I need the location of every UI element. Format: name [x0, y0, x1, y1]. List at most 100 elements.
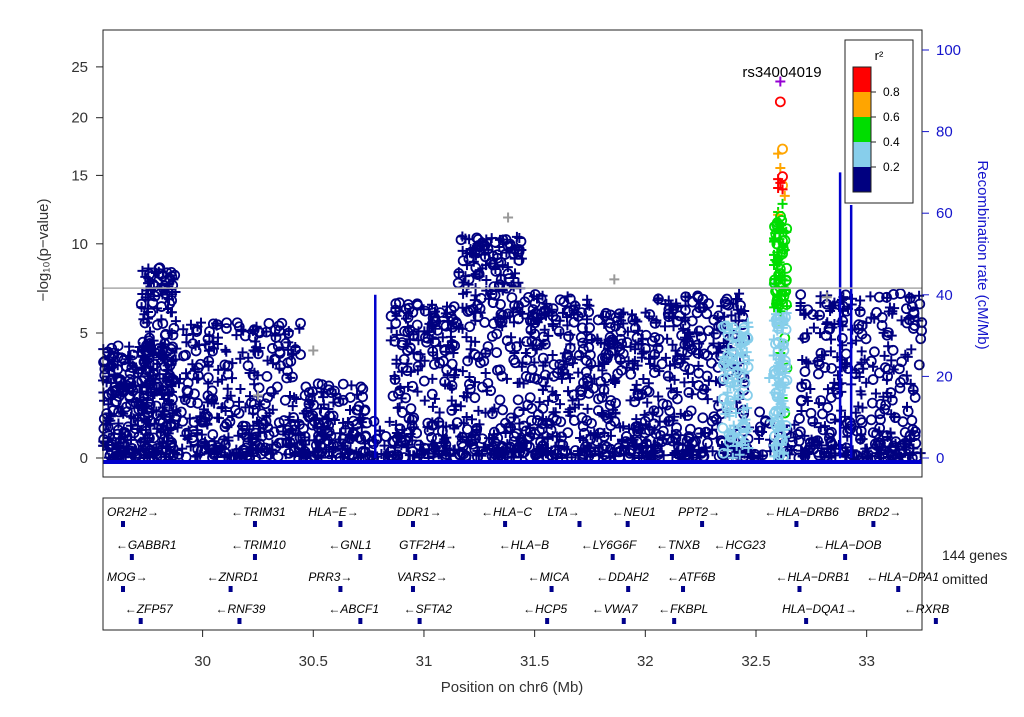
- snp-point: [137, 265, 148, 276]
- snp-point: [161, 267, 173, 279]
- snp-point: [355, 381, 367, 393]
- snp-point: [600, 307, 612, 319]
- snp-point: [668, 321, 679, 332]
- snp-point: [305, 399, 316, 410]
- snp-point-no-ld: [252, 390, 263, 401]
- main-plot-frame: [102, 29, 923, 478]
- snp-point: [387, 435, 399, 447]
- snp-point: [470, 433, 482, 444]
- snp-point: [534, 397, 545, 408]
- snp-point: [281, 372, 293, 384]
- snp-point: [284, 439, 295, 450]
- snp-point: [562, 427, 574, 439]
- snp-point: [313, 430, 324, 442]
- snp-point: [468, 256, 479, 267]
- snp-point: [517, 308, 528, 319]
- snp-point: [514, 233, 525, 244]
- snp-point: [542, 433, 553, 444]
- snp-point: [152, 358, 163, 369]
- snp-point: [464, 371, 475, 382]
- snp-point: [139, 309, 150, 320]
- x-tick-label: 30.5: [299, 653, 328, 670]
- gene-label: ←HLA−B: [499, 538, 549, 552]
- snp-point: [653, 391, 664, 402]
- snp-point: [439, 434, 450, 445]
- snp-point: [420, 332, 431, 343]
- snp-point: [713, 310, 725, 322]
- snp-point: [600, 348, 612, 360]
- snp-point: [293, 441, 305, 453]
- snp-point: [563, 369, 574, 380]
- snp-point-ld: [777, 390, 788, 401]
- snp-point: [262, 392, 274, 403]
- snp-point: [170, 354, 181, 365]
- snp-point-no-ld: [821, 292, 832, 303]
- x-tick-label: 31.5: [520, 653, 549, 670]
- snp-point: [888, 288, 899, 300]
- gene-label: GTF2H4→: [399, 538, 457, 552]
- snp-point-ld: [775, 177, 786, 188]
- snp-point-ld: [727, 322, 739, 334]
- snp-point: [163, 372, 175, 383]
- snp-point: [603, 409, 614, 420]
- snp-point: [526, 309, 538, 321]
- snp-point: [737, 311, 749, 323]
- snp-point: [595, 376, 607, 387]
- snp-point: [630, 339, 641, 350]
- snp-point: [837, 340, 848, 351]
- y-tick-label-left: 5: [80, 325, 88, 342]
- snp-point: [894, 448, 906, 459]
- y-tick-label-left: 25: [71, 59, 88, 76]
- snp-point: [826, 334, 837, 345]
- snp-point: [582, 376, 594, 388]
- y-tick-label-left: 10: [71, 236, 88, 253]
- x-tick-label: 32: [637, 653, 654, 670]
- snp-point-ld: [774, 253, 785, 264]
- legend-bin: [853, 117, 871, 142]
- snp-point: [472, 247, 483, 259]
- snp-point-ld: [739, 339, 750, 350]
- snp-point: [211, 318, 222, 329]
- snp-point: [909, 392, 921, 403]
- snp-point: [906, 415, 918, 426]
- snp-point: [435, 340, 446, 351]
- snp-point: [908, 323, 919, 334]
- snp-point: [144, 276, 155, 287]
- snp-point-ld: [780, 289, 791, 300]
- snp-point: [706, 344, 718, 356]
- snp-point: [713, 341, 724, 352]
- snp-point-ld: [724, 410, 735, 421]
- snp-point: [263, 429, 275, 441]
- snp-point: [565, 339, 576, 350]
- snp-point: [167, 289, 178, 300]
- snp-point: [548, 370, 560, 382]
- snp-point: [173, 378, 184, 389]
- snp-point: [338, 440, 349, 451]
- gene-label: ←ZFP57: [125, 602, 174, 616]
- snp-point: [313, 422, 325, 434]
- snp-point: [807, 309, 819, 320]
- snp-point: [260, 415, 272, 427]
- snp-point: [524, 372, 536, 384]
- snp-point: [340, 423, 351, 434]
- snp-point: [315, 432, 327, 444]
- y-tick-label-right: 100: [936, 42, 961, 59]
- snp-point: [799, 332, 811, 343]
- snp-point: [196, 429, 207, 440]
- y-tick-label-left: 0: [80, 450, 88, 467]
- snp-point: [554, 431, 565, 442]
- snp-point: [808, 322, 819, 333]
- snp-point: [396, 407, 408, 418]
- gene-body: [669, 554, 674, 560]
- snp-point: [457, 302, 468, 313]
- snp-point: [856, 389, 867, 400]
- snp-point: [464, 383, 476, 395]
- gene-body: [138, 618, 143, 624]
- snp-point: [631, 379, 642, 390]
- snp-point: [701, 370, 713, 382]
- snp-point: [118, 408, 129, 419]
- snp-point: [546, 419, 557, 430]
- snp-point: [865, 291, 876, 302]
- snp-point: [124, 341, 135, 352]
